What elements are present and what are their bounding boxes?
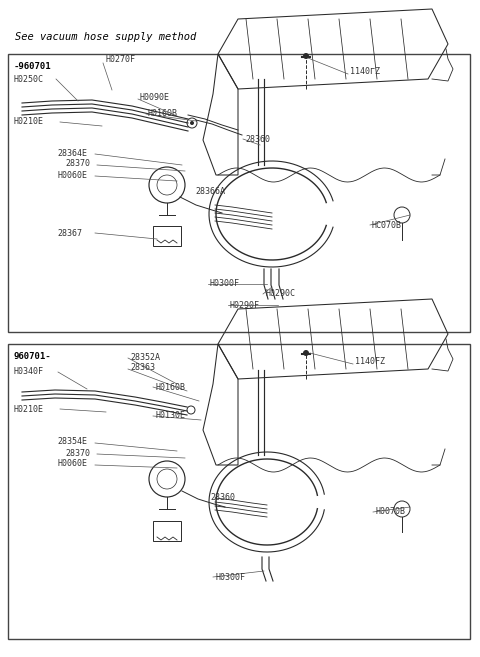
Text: H0160B: H0160B: [155, 382, 185, 392]
FancyBboxPatch shape: [8, 54, 470, 332]
Text: 28370: 28370: [65, 160, 90, 168]
Text: 1140ΓZ: 1140ΓZ: [350, 68, 380, 76]
FancyBboxPatch shape: [8, 344, 470, 639]
Text: 28363: 28363: [130, 363, 155, 373]
Text: -960701: -960701: [14, 62, 52, 71]
Text: H0300F: H0300F: [210, 279, 240, 288]
Text: H0270F: H0270F: [105, 55, 135, 64]
Text: H0090E: H0090E: [140, 93, 170, 101]
Text: 28360: 28360: [245, 135, 270, 143]
Text: H0300F: H0300F: [215, 572, 245, 581]
Text: H0250C: H0250C: [14, 74, 44, 83]
Text: 960701-: 960701-: [14, 352, 52, 361]
Text: H0130E: H0130E: [155, 411, 185, 420]
Text: 28364E: 28364E: [57, 148, 87, 158]
Text: 28367: 28367: [57, 229, 82, 237]
FancyBboxPatch shape: [153, 521, 181, 541]
Text: H0160B: H0160B: [148, 110, 178, 118]
Circle shape: [303, 350, 309, 356]
Text: 28366A: 28366A: [195, 187, 225, 196]
Text: See vacuum hose supply method: See vacuum hose supply method: [15, 32, 196, 42]
Text: H0210E: H0210E: [14, 405, 44, 413]
Text: H0070B: H0070B: [375, 507, 405, 516]
Text: H0290F: H0290F: [230, 300, 260, 309]
Text: H0290C: H0290C: [265, 290, 295, 298]
FancyBboxPatch shape: [153, 226, 181, 246]
Circle shape: [190, 121, 194, 125]
Circle shape: [303, 53, 309, 59]
Text: HC070B: HC070B: [372, 221, 402, 229]
Text: 28354E: 28354E: [57, 438, 87, 447]
Text: 28370: 28370: [65, 449, 90, 457]
Text: H0340F: H0340F: [14, 367, 44, 376]
Text: H0060E: H0060E: [57, 459, 87, 468]
Text: H0060E: H0060E: [57, 171, 87, 179]
Text: 28352A: 28352A: [130, 353, 160, 361]
Text: H0210E: H0210E: [14, 118, 44, 127]
Text: 1140FZ: 1140FZ: [355, 357, 385, 367]
Text: 28360: 28360: [210, 493, 235, 501]
